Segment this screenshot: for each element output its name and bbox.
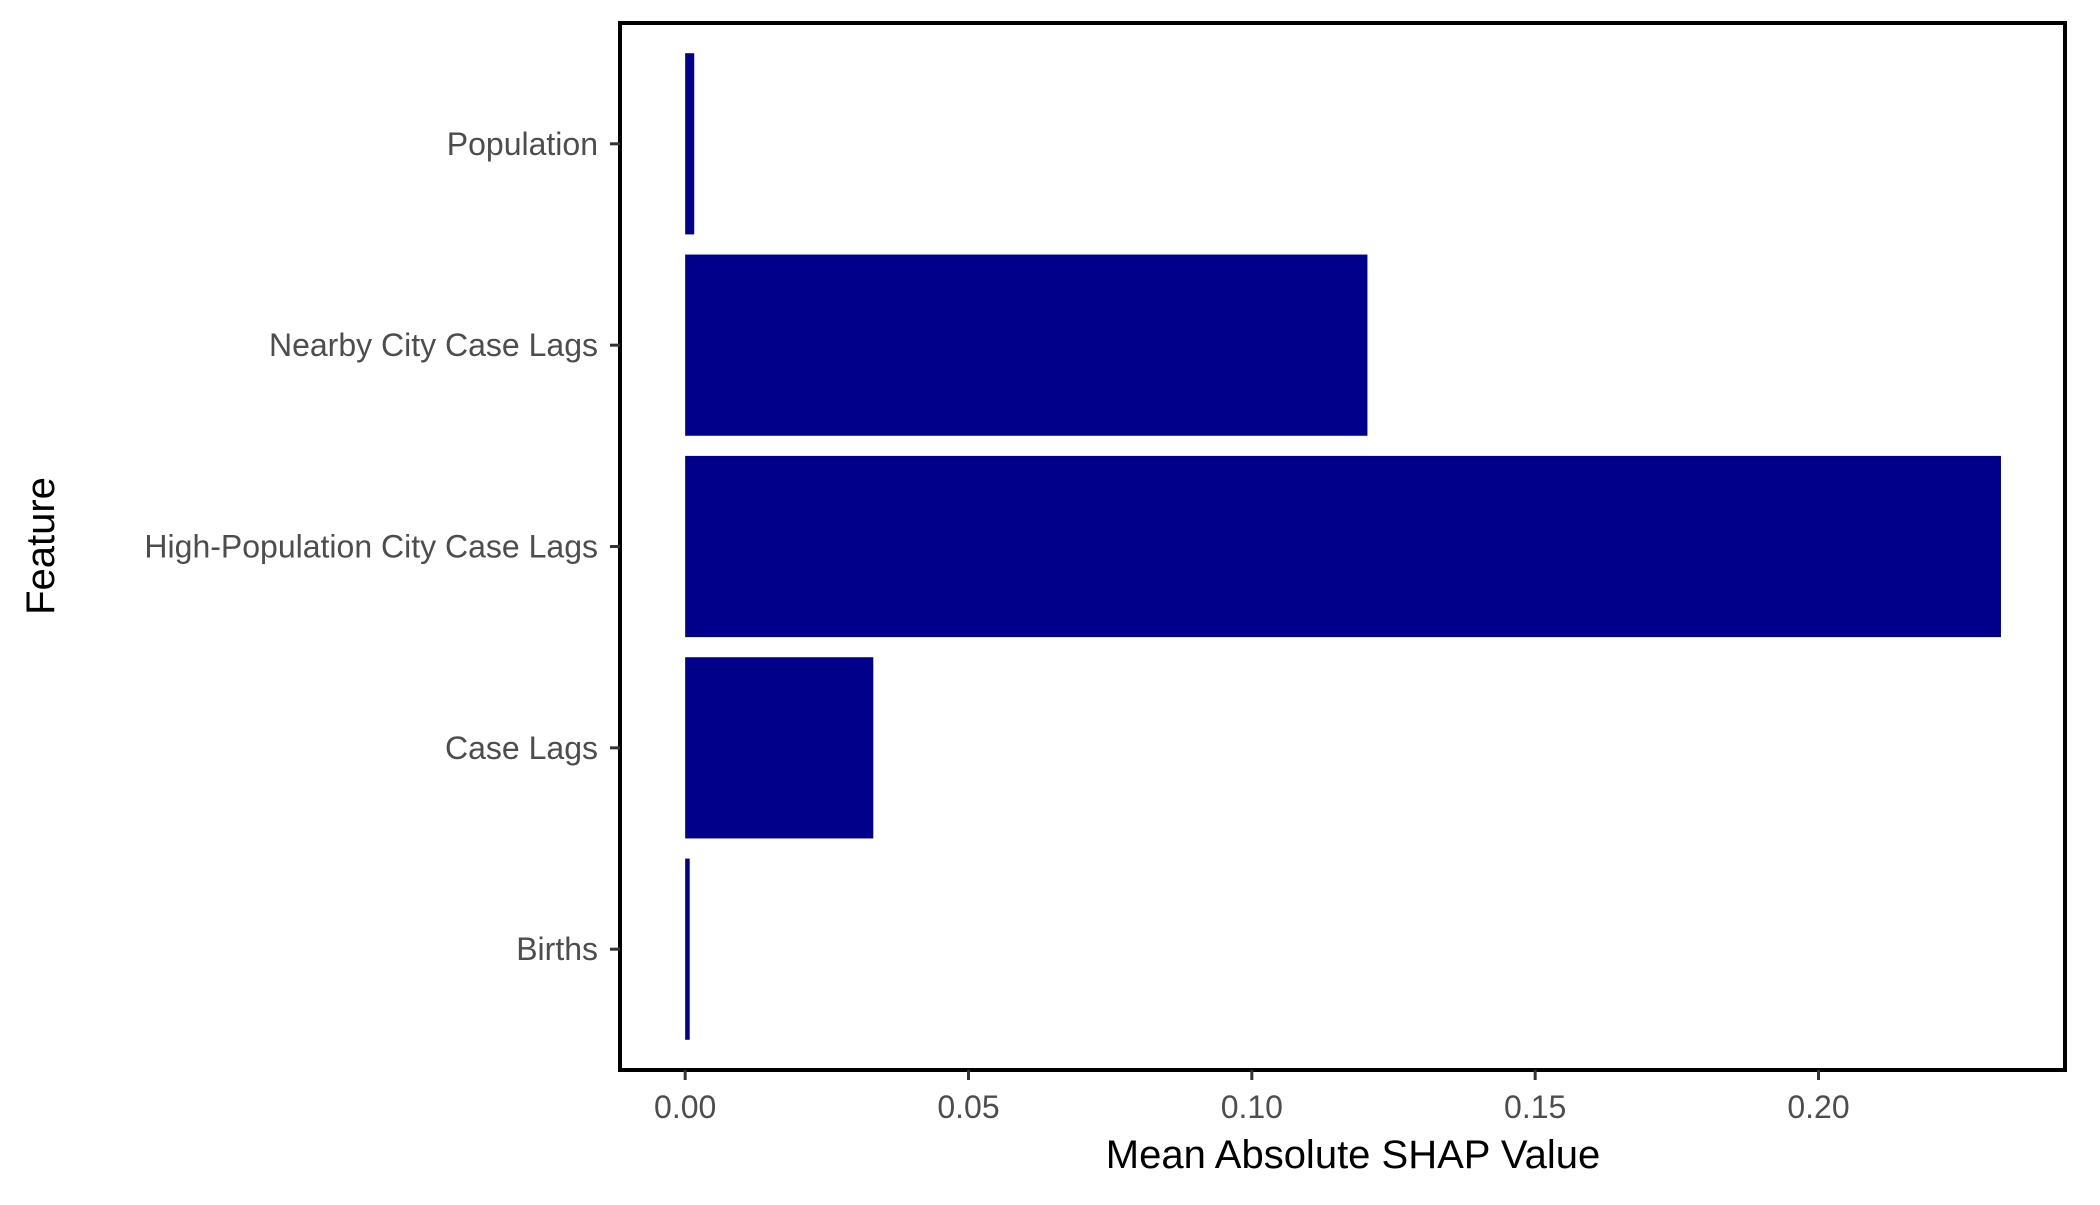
x-axis: 0.00 0.05 0.10 0.15 0.20 bbox=[654, 1070, 1850, 1125]
x-tick-label: 0.10 bbox=[1221, 1089, 1283, 1125]
y-tick-label: Population bbox=[447, 126, 598, 162]
x-axis-title: Mean Absolute SHAP Value bbox=[1106, 1133, 1600, 1177]
bars-group bbox=[685, 53, 2001, 1040]
y-tick-label: Births bbox=[516, 931, 598, 967]
y-axis-title: Feature bbox=[19, 477, 63, 615]
y-tick-label: High-Population City Case Lags bbox=[144, 529, 598, 565]
bar-nearby-city-case-lags bbox=[685, 254, 1368, 436]
y-axis: Births Case Lags High-Population City Case… bbox=[144, 126, 620, 967]
x-tick-label: 0.05 bbox=[937, 1089, 999, 1125]
bar-case-lags bbox=[685, 657, 874, 839]
bar-population bbox=[685, 53, 695, 235]
bar-births bbox=[685, 858, 690, 1040]
bar-high-population-city-case-lags bbox=[685, 455, 2001, 638]
y-tick-label: Case Lags bbox=[445, 730, 598, 766]
y-tick-label: Nearby City Case Lags bbox=[269, 327, 598, 363]
x-tick-label: 0.20 bbox=[1787, 1089, 1849, 1125]
x-tick-label: 0.15 bbox=[1504, 1089, 1566, 1125]
x-tick-label: 0.00 bbox=[654, 1089, 716, 1125]
